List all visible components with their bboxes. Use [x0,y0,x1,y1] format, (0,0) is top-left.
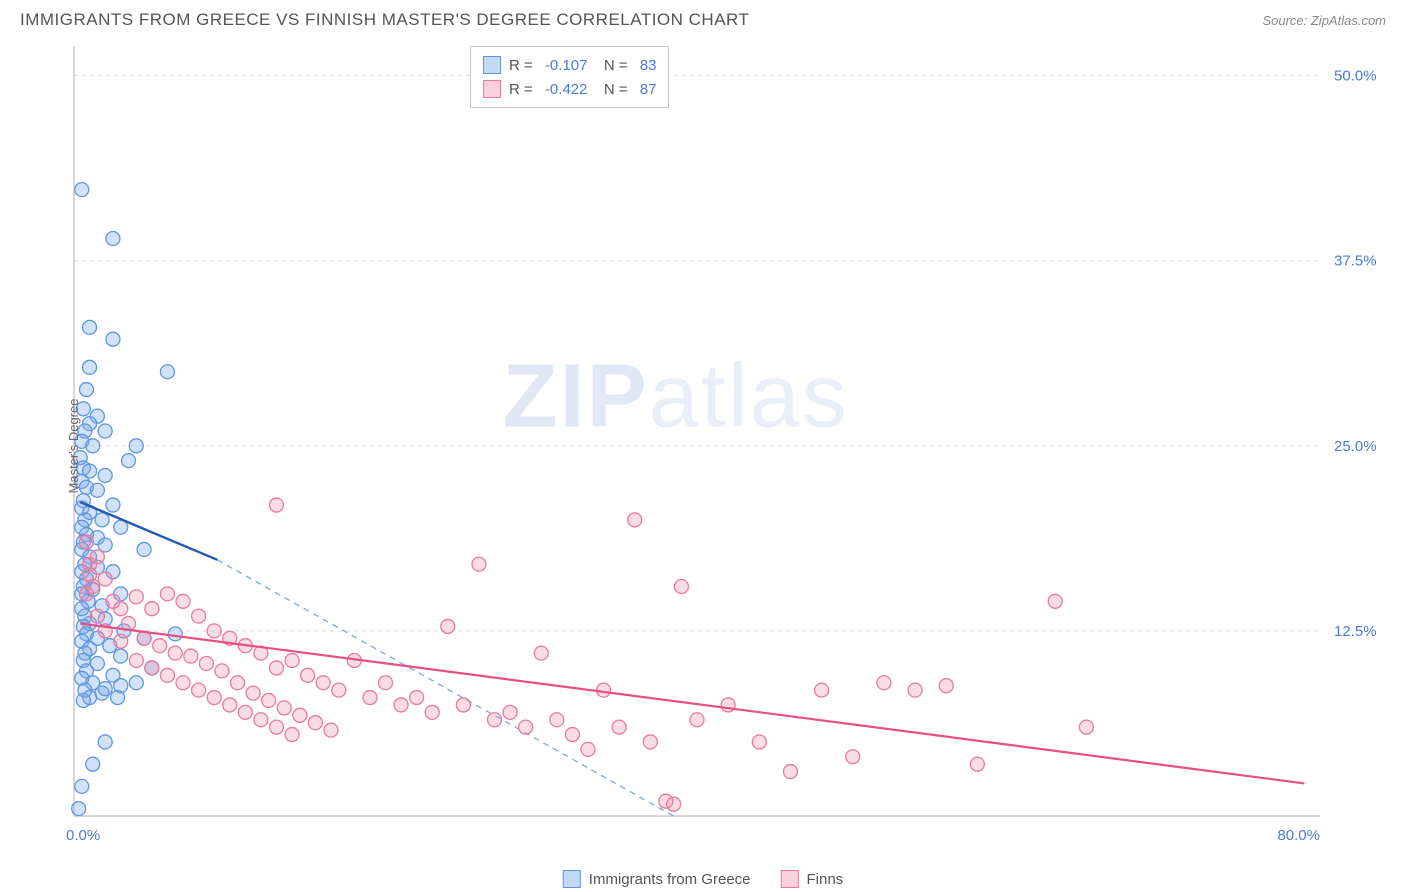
n-value-greece: 83 [640,57,657,74]
series-legend: Immigrants from Greece Finns [563,870,843,888]
swatch-finns-bottom [781,870,799,888]
legend-item-finns: Finns [781,870,844,888]
svg-text:80.0%: 80.0% [1277,827,1320,844]
r-value-greece: -0.107 [545,57,588,74]
legend-row-greece: R = -0.107 N = 83 [483,53,656,77]
r-value-finns: -0.422 [545,81,588,98]
svg-text:12.5%: 12.5% [1334,623,1377,640]
svg-text:37.5%: 37.5% [1334,253,1377,270]
svg-text:25.0%: 25.0% [1334,438,1377,455]
swatch-greece [483,56,501,74]
svg-text:50.0%: 50.0% [1334,68,1377,85]
chart-container: Master's Degree 12.5% 25.0% 37.5% 50.0% 0.0%… [20,36,1386,856]
legend-row-finns: R = -0.422 N = 87 [483,77,656,101]
chart-title: IMMIGRANTS FROM GREECE VS FINNISH MASTER… [20,10,749,30]
swatch-finns [483,80,501,98]
correlation-legend: R = -0.107 N = 83 R = -0.422 N = 87 [470,46,669,108]
svg-text:0.0%: 0.0% [66,827,100,844]
legend-item-greece: Immigrants from Greece [563,870,751,888]
scatter-chart: 12.5% 25.0% 37.5% 50.0% 0.0% 80.0% [20,36,1386,856]
chart-header: IMMIGRANTS FROM GREECE VS FINNISH MASTER… [0,0,1406,36]
swatch-greece-bottom [563,870,581,888]
y-axis-label: Master's Degree [66,399,81,494]
n-value-finns: 87 [640,81,657,98]
source-label: Source: ZipAtlas.com [1262,13,1386,28]
